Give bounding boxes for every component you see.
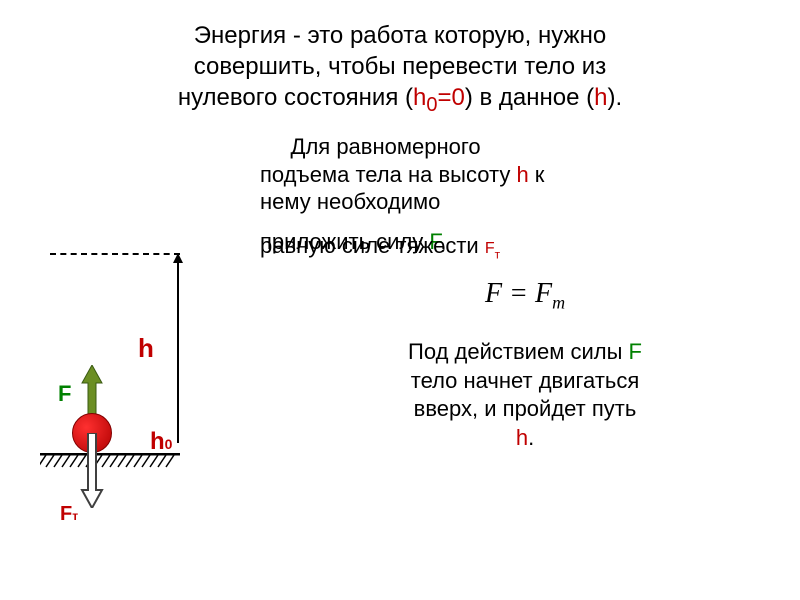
title-line3c: ). xyxy=(608,84,623,111)
title-line2: совершить, чтобы перевести тело из xyxy=(194,53,606,80)
title-h0: h0=0 xyxy=(413,84,465,111)
diagram-column: h h0 F xyxy=(0,133,260,553)
overlap-line-b: равную силе тяжести Fт xyxy=(260,232,500,262)
formula: F = Fт xyxy=(260,278,790,314)
physics-diagram: h h0 F xyxy=(50,253,230,533)
title-line1: Энергия - это работа которую, нужно xyxy=(194,22,606,49)
force-Ft-label: Fт xyxy=(60,503,78,526)
title-line3b: ) в данное ( xyxy=(465,84,594,111)
force-down-arrow xyxy=(80,433,104,508)
force-F-label: F xyxy=(58,381,71,407)
h0-label: h0 xyxy=(150,428,172,456)
height-double-arrow xyxy=(170,253,186,443)
title-h: h xyxy=(594,84,607,111)
body: h h0 F xyxy=(0,133,800,553)
title-line3a: нулевого состояния ( xyxy=(178,84,413,111)
top-dashed-line xyxy=(50,253,180,255)
ground-line xyxy=(40,453,180,473)
title: Энергия - это работа которую, нужно сове… xyxy=(0,0,800,118)
overlapping-text: приложить силу F, равную силе тяжести Fт xyxy=(260,228,790,258)
paragraph-1: Для равномерного подъема тела на высоту … xyxy=(260,133,790,216)
paragraph-2: Под действием силы F тело начнет двигать… xyxy=(260,338,790,452)
h-label: h xyxy=(138,333,154,364)
text-column: Для равномерного подъема тела на высоту … xyxy=(260,133,800,553)
